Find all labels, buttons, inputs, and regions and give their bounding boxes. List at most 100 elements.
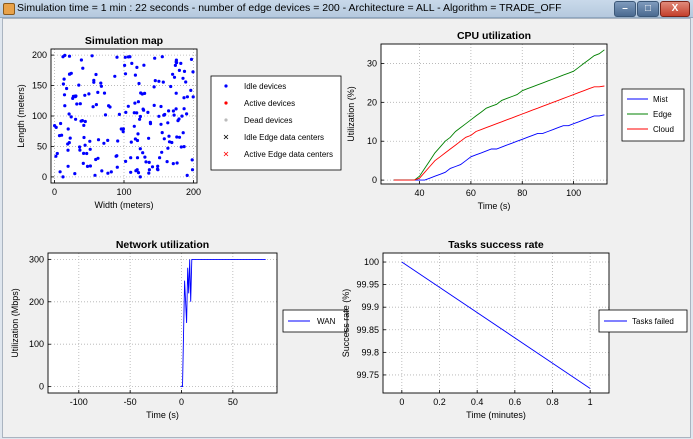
cpu-title: CPU utilization (457, 30, 531, 42)
maximize-button[interactable]: □ (637, 1, 659, 17)
map-idle-device-point (134, 169, 138, 173)
map-idle-device-point (100, 169, 104, 173)
map-idle-device-point (177, 68, 181, 72)
net-axes-frame (47, 252, 278, 394)
map-idle-device-point (106, 138, 110, 142)
map-idle-device-point (138, 147, 142, 151)
map-idle-device-point (82, 135, 86, 140)
map-idle-device-point (179, 145, 183, 149)
map-idle-device-point (166, 121, 170, 125)
map-idle-device-point (94, 157, 98, 162)
map-idle-device-point (132, 124, 136, 128)
map-y-tick-label: 0 (42, 172, 47, 182)
map-idle-device-point (171, 162, 175, 166)
map-idle-device-point (74, 94, 78, 98)
cpu-legend (621, 88, 685, 142)
map-idle-device-point (167, 134, 171, 138)
map-idle-device-point (135, 111, 139, 115)
map-idle-device-point (54, 154, 58, 158)
tasks-plot-area (383, 253, 609, 393)
map-idle-device-point (161, 80, 165, 84)
map-idle-device-point (184, 80, 188, 84)
map-idle-device-point (179, 61, 183, 65)
map-idle-device-point (81, 66, 85, 70)
tasks-x-tick-label: 0 (399, 397, 404, 407)
map-idle-device-point (59, 121, 63, 126)
map-idle-device-point (185, 112, 189, 116)
tasks-series-tasks-failed (401, 261, 591, 389)
map-idle-device-point (73, 172, 77, 176)
tasks-y-tick-label: 100 (364, 257, 379, 267)
minimize-button[interactable]: – (614, 1, 636, 17)
map-idle-device-point (190, 168, 195, 172)
map-idle-device-point (88, 164, 92, 168)
cpu-ylabel: Utilization (%) (346, 86, 356, 142)
tasks-title: Tasks success rate (448, 239, 544, 251)
close-button[interactable]: X (660, 1, 690, 17)
map-idle-device-point (129, 170, 133, 174)
map-idle-device-point (123, 72, 128, 76)
net-xlabel: Time (s) (146, 410, 179, 420)
window-titlebar[interactable]: Simulation time = 1 min : 22 seconds - n… (0, 0, 693, 18)
map-idle-device-point (81, 161, 85, 165)
map-idle-device-point (147, 168, 151, 172)
map-ylabel: Length (meters) (16, 84, 26, 148)
map-idle-device-point (78, 145, 82, 149)
map-idle-device-point (87, 92, 91, 96)
map-idle-device-point (162, 137, 166, 141)
map-idle-device-point (177, 135, 182, 139)
tasks-x-tick-label: 0.6 (509, 397, 522, 407)
map-idle-device-point (147, 171, 151, 175)
map-idle-device-point (191, 95, 195, 99)
cpu-x-tick-label: 40 (415, 188, 425, 198)
cpu-axes-frame (380, 43, 608, 185)
map-idle-device-point (67, 141, 71, 145)
map-idle-device-point (61, 82, 65, 86)
map-idle-device-point (91, 105, 95, 109)
cpu-y-tick-label: 30 (367, 58, 377, 68)
map-idle-device-point (150, 165, 155, 169)
map-idle-device-point (160, 55, 164, 59)
map-legend-marker (224, 101, 228, 105)
net-y-tick-label: 200 (29, 297, 44, 307)
map-idle-device-point (135, 156, 140, 160)
map-idle-device-point (67, 112, 71, 116)
tasks-y-tick-label: 99.95 (356, 280, 379, 290)
map-idle-device-point (60, 133, 64, 137)
tasks-x-tick-label: 0.8 (546, 397, 559, 407)
map-idle-device-point (174, 107, 178, 111)
map-idle-device-point (67, 54, 72, 58)
map-idle-device-point (63, 104, 67, 108)
map-title: Simulation map (85, 35, 163, 47)
map-idle-device-point (123, 63, 127, 67)
map-idle-device-point (93, 173, 97, 177)
map-idle-device-point (123, 55, 127, 59)
map-idle-device-point (65, 86, 69, 91)
map-idle-device-point (124, 110, 128, 114)
net-legend-label: WAN (317, 317, 336, 326)
map-idle-device-point (169, 84, 173, 89)
map-idle-device-point (137, 81, 141, 86)
map-idle-device-point (114, 154, 118, 158)
map-idle-device-point (142, 63, 146, 67)
map-idle-device-point (156, 168, 160, 172)
map-idle-device-point (152, 85, 156, 89)
cpu-y-tick-label: 20 (367, 97, 377, 107)
net-ylabel: Utilization (Mbps) (10, 288, 20, 358)
map-idle-device-point (61, 55, 65, 59)
map-idle-device-point (117, 112, 121, 116)
cpu-plot-area (381, 44, 607, 184)
map-x-tick-label: 100 (116, 187, 131, 197)
map-idle-device-point (185, 95, 189, 99)
map-idle-device-point (126, 104, 130, 108)
map-idle-device-point (62, 77, 66, 81)
map-idle-device-point (62, 93, 67, 97)
tasks-x-tick-label: 0.2 (433, 397, 446, 407)
map-idle-device-point (136, 100, 140, 104)
cpu-legend-label: Cloud (653, 125, 674, 134)
map-idle-device-point (156, 164, 160, 168)
map-idle-device-point (96, 90, 100, 94)
map-idle-device-point (157, 114, 161, 118)
map-idle-device-point (167, 109, 171, 113)
map-idle-device-point (136, 132, 140, 136)
